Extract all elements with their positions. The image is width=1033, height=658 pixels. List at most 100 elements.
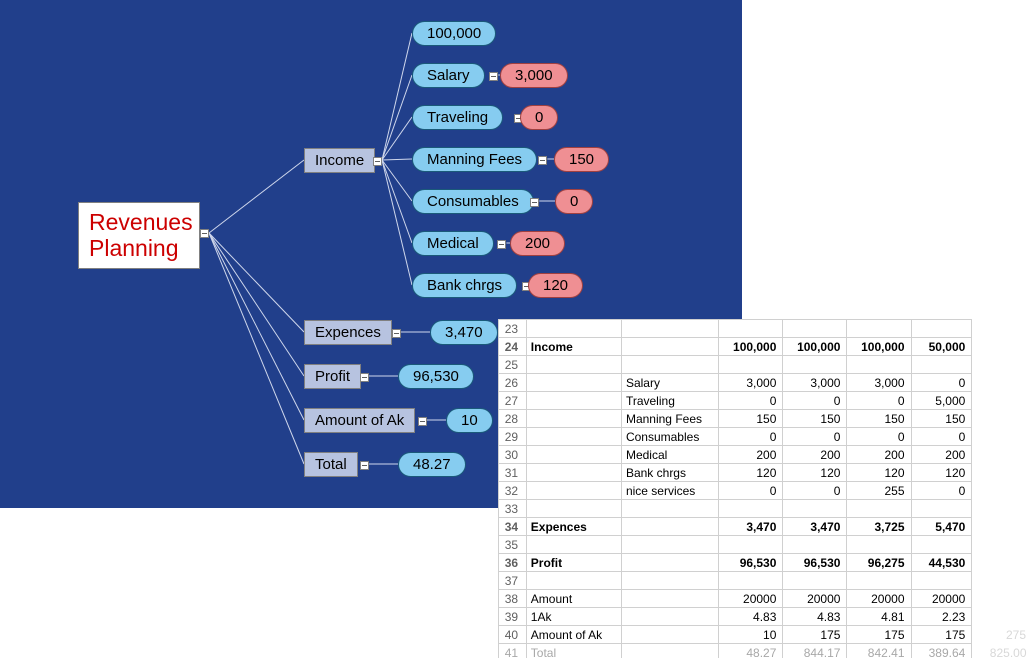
branch-profit-toggle[interactable]: [360, 373, 369, 382]
col-v1[interactable]: [783, 500, 847, 518]
col-v3[interactable]: [911, 572, 972, 590]
col-a[interactable]: [526, 410, 621, 428]
income-child-3[interactable]: Manning Fees: [412, 147, 537, 172]
table-row[interactable]: 41Total48.27844.17842.41389.64825.00: [499, 644, 1033, 658]
col-v1[interactable]: 120: [783, 464, 847, 482]
col-v1[interactable]: [783, 356, 847, 374]
col-a[interactable]: [526, 482, 621, 500]
col-v0[interactable]: [719, 572, 783, 590]
table-row[interactable]: 33: [499, 500, 1033, 518]
col-v3[interactable]: 200: [911, 446, 972, 464]
income-child-1-toggle[interactable]: [489, 72, 498, 81]
branch-expences[interactable]: Expences: [304, 320, 392, 345]
table-row[interactable]: 24Income100,000100,000100,00050,000: [499, 338, 1033, 356]
col-b[interactable]: [621, 590, 718, 608]
col-v0[interactable]: 120: [719, 464, 783, 482]
col-v0[interactable]: 3,470: [719, 518, 783, 536]
col-v2[interactable]: 0: [847, 392, 911, 410]
col-v2[interactable]: [847, 572, 911, 590]
col-a[interactable]: [526, 428, 621, 446]
col-a[interactable]: 1Ak: [526, 608, 621, 626]
col-v2[interactable]: 3,725: [847, 518, 911, 536]
col-v0[interactable]: 4.83: [719, 608, 783, 626]
spreadsheet[interactable]: 2324Income100,000100,000100,00050,000252…: [498, 319, 1033, 658]
table-row[interactable]: 37: [499, 572, 1033, 590]
col-v2[interactable]: 96,275: [847, 554, 911, 572]
col-v3[interactable]: 5,000: [911, 392, 972, 410]
income-child-4-value[interactable]: 0: [555, 189, 593, 214]
col-v3[interactable]: 50,000: [911, 338, 972, 356]
col-v2[interactable]: [847, 356, 911, 374]
branch-income-toggle[interactable]: [373, 157, 382, 166]
col-v1[interactable]: 175: [783, 626, 847, 644]
table-row[interactable]: 29Consumables0000: [499, 428, 1033, 446]
table-row[interactable]: 26Salary3,0003,0003,0000: [499, 374, 1033, 392]
col-v0[interactable]: 3,000: [719, 374, 783, 392]
amount-ak-value[interactable]: 10: [446, 408, 493, 433]
col-a[interactable]: [526, 374, 621, 392]
col-a[interactable]: Income: [526, 338, 621, 356]
income-child-4[interactable]: Consumables: [412, 189, 534, 214]
income-child-6-value[interactable]: 120: [528, 273, 583, 298]
table-row[interactable]: 23: [499, 320, 1033, 338]
col-v0[interactable]: 96,530: [719, 554, 783, 572]
income-child-3-toggle[interactable]: [538, 156, 547, 165]
col-b[interactable]: [621, 572, 718, 590]
col-v3[interactable]: [911, 500, 972, 518]
col-b[interactable]: [621, 644, 718, 658]
col-v1[interactable]: 200: [783, 446, 847, 464]
col-v2[interactable]: 200: [847, 446, 911, 464]
col-v2[interactable]: 100,000: [847, 338, 911, 356]
col-v1[interactable]: 96,530: [783, 554, 847, 572]
col-v2[interactable]: 4.81: [847, 608, 911, 626]
col-v2[interactable]: 3,000: [847, 374, 911, 392]
col-v1[interactable]: 20000: [783, 590, 847, 608]
income-child-2-value[interactable]: 0: [520, 105, 558, 130]
col-v0[interactable]: 0: [719, 392, 783, 410]
col-v0[interactable]: [719, 356, 783, 374]
income-child-2[interactable]: Traveling: [412, 105, 503, 130]
table-row[interactable]: 27Traveling0005,000: [499, 392, 1033, 410]
col-b[interactable]: Consumables: [621, 428, 718, 446]
income-child-5[interactable]: Medical: [412, 231, 494, 256]
income-child-3-value[interactable]: 150: [554, 147, 609, 172]
branch-expences-toggle[interactable]: [392, 329, 401, 338]
col-v0[interactable]: [719, 536, 783, 554]
col-b[interactable]: [621, 626, 718, 644]
col-v2[interactable]: 175: [847, 626, 911, 644]
col-b[interactable]: [621, 500, 718, 518]
table-row[interactable]: 31Bank chrgs120120120120: [499, 464, 1033, 482]
income-child-5-value[interactable]: 200: [510, 231, 565, 256]
branch-amount-ak-toggle[interactable]: [418, 417, 427, 426]
col-a[interactable]: [526, 536, 621, 554]
col-v0[interactable]: 48.27: [719, 644, 783, 658]
table-row[interactable]: 34Expences3,4703,4703,7255,470: [499, 518, 1033, 536]
col-v3[interactable]: [911, 536, 972, 554]
col-v2[interactable]: [847, 320, 911, 338]
col-b[interactable]: [621, 356, 718, 374]
table-row[interactable]: 30Medical200200200200: [499, 446, 1033, 464]
table-row[interactable]: 32nice services002550: [499, 482, 1033, 500]
col-v0[interactable]: 150: [719, 410, 783, 428]
table-row[interactable]: 391Ak4.834.834.812.23: [499, 608, 1033, 626]
col-v1[interactable]: 0: [783, 428, 847, 446]
col-b[interactable]: [621, 518, 718, 536]
col-v3[interactable]: 20000: [911, 590, 972, 608]
col-v2[interactable]: 150: [847, 410, 911, 428]
table-row[interactable]: 28Manning Fees150150150150: [499, 410, 1033, 428]
table-row[interactable]: 35: [499, 536, 1033, 554]
col-a[interactable]: Profit: [526, 554, 621, 572]
col-v0[interactable]: 10: [719, 626, 783, 644]
col-v2[interactable]: 255: [847, 482, 911, 500]
col-v3[interactable]: 0: [911, 428, 972, 446]
col-v1[interactable]: 0: [783, 392, 847, 410]
col-v3[interactable]: [911, 356, 972, 374]
col-v1[interactable]: 150: [783, 410, 847, 428]
col-v0[interactable]: [719, 500, 783, 518]
col-b[interactable]: nice services: [621, 482, 718, 500]
col-b[interactable]: Bank chrgs: [621, 464, 718, 482]
col-v3[interactable]: 2.23: [911, 608, 972, 626]
col-v3[interactable]: [911, 320, 972, 338]
branch-total-toggle[interactable]: [360, 461, 369, 470]
col-v0[interactable]: 200: [719, 446, 783, 464]
